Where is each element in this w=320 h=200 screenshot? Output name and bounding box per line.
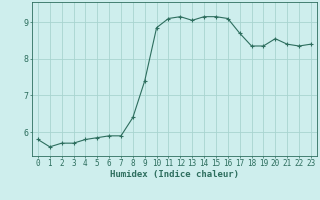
X-axis label: Humidex (Indice chaleur): Humidex (Indice chaleur) (110, 170, 239, 179)
